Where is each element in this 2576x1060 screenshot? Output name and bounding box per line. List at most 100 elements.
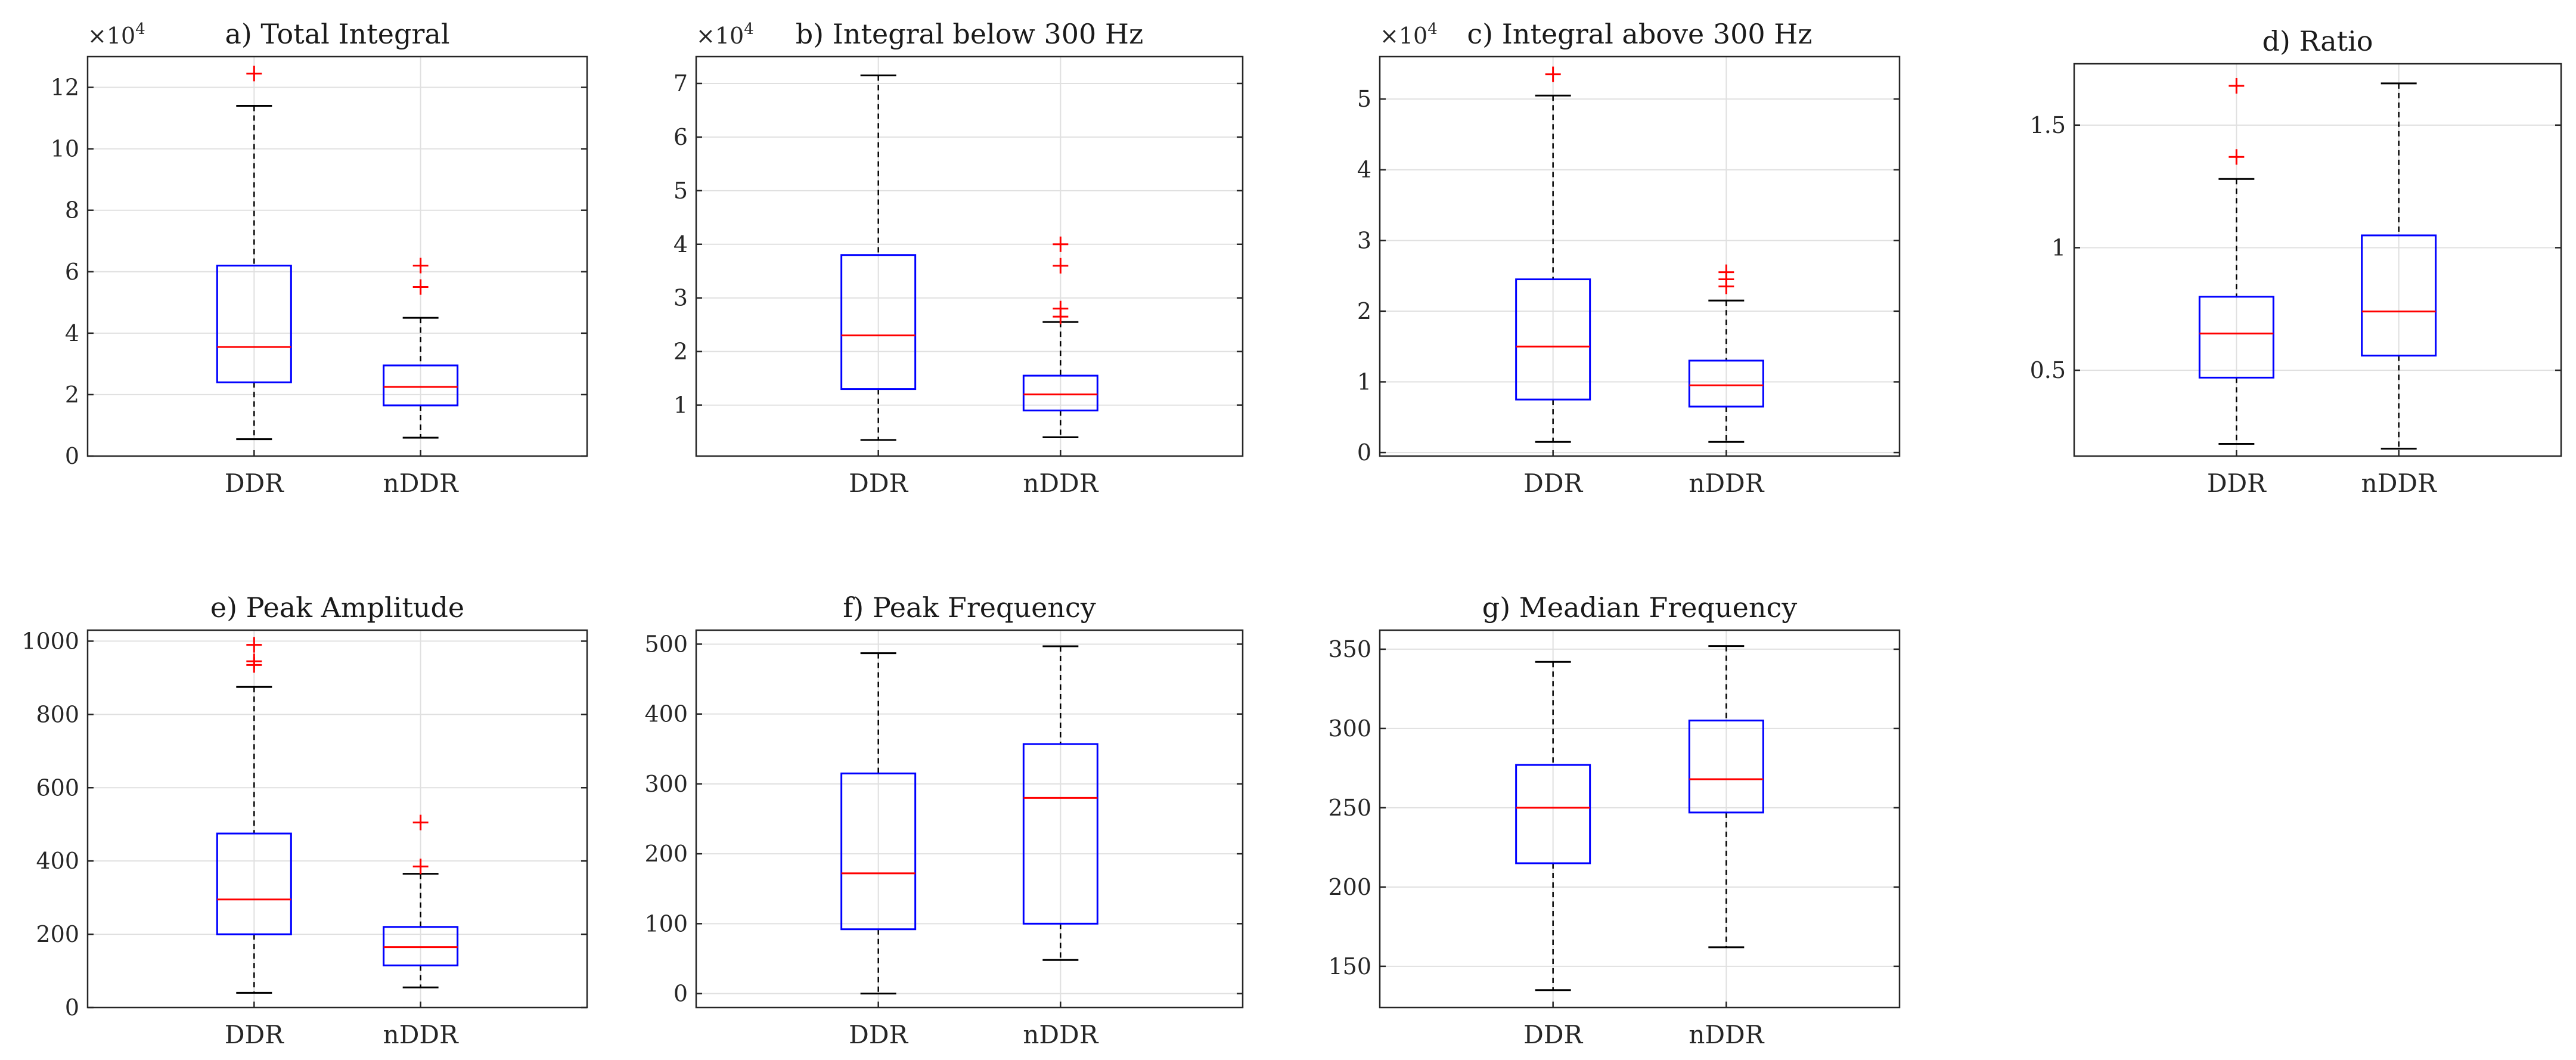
y-tick-label: 0.5: [2030, 357, 2066, 383]
box-iqr: [1515, 278, 1591, 401]
y-tick-label: 5: [1357, 86, 1371, 112]
y-tick-label: 1.5: [2030, 112, 2066, 138]
axes-frame: [695, 629, 1244, 1009]
axis-exponent-power: 4: [744, 20, 754, 38]
y-tick-label: 200: [36, 921, 79, 947]
axis-exponent-label: ×104: [1380, 20, 1438, 49]
outlier-marker: [1545, 66, 1561, 82]
y-tick-label: 0: [65, 994, 79, 1021]
y-tick-label: 2: [65, 382, 79, 408]
outlier-marker: [412, 258, 429, 274]
x-tick-label-nddr: nDDR: [1689, 469, 1764, 498]
x-tick-label-nddr: nDDR: [383, 1020, 459, 1049]
outlier-marker: [1053, 258, 1069, 274]
y-tick-label: 4: [1357, 157, 1371, 183]
y-tick-label: 0: [1357, 439, 1371, 466]
plot-area: [88, 57, 587, 456]
x-tick-label-ddr: DDR: [1523, 469, 1583, 498]
x-tick-label-ddr: DDR: [1523, 1020, 1583, 1049]
box-iqr: [383, 926, 459, 966]
x-tick-label-ddr: DDR: [2207, 469, 2267, 498]
outlier-marker: [246, 66, 262, 82]
y-tick-label: 2: [1357, 298, 1371, 324]
outlier-marker: [1718, 264, 1734, 280]
x-tick-label-ddr: DDR: [225, 469, 284, 498]
y-tick-label: 2: [674, 339, 688, 365]
y-tick-label: 8: [65, 197, 79, 224]
box-iqr: [1022, 374, 1098, 412]
outlier-marker: [412, 814, 429, 830]
box-iqr: [840, 254, 917, 390]
y-tick-label: 350: [1328, 636, 1371, 662]
x-tick-label-ddr: DDR: [225, 1020, 284, 1049]
axis-exponent-power: 4: [135, 20, 145, 38]
chart-title: e) Peak Amplitude: [210, 591, 464, 624]
outlier-marker: [246, 653, 262, 670]
y-tick-label: 400: [36, 848, 79, 874]
outlier-marker: [412, 279, 429, 295]
y-tick-label: 5: [674, 178, 688, 204]
x-tick-label-nddr: nDDR: [383, 469, 459, 498]
y-tick-label: 1: [1357, 368, 1371, 395]
box-iqr: [1515, 764, 1591, 864]
axes-frame: [695, 55, 1244, 457]
y-tick-label: 300: [644, 771, 688, 797]
y-tick-label: 12: [51, 75, 79, 101]
box-iqr: [383, 364, 459, 407]
y-tick-label: 1: [674, 392, 688, 419]
y-tick-label: 200: [644, 841, 688, 867]
y-tick-label: 1000: [21, 628, 79, 654]
y-tick-label: 0: [65, 443, 79, 469]
plot-area: [1380, 57, 1900, 456]
plot-area: [2074, 64, 2561, 456]
y-tick-label: 500: [644, 631, 688, 657]
box-iqr: [840, 772, 917, 931]
axis-exponent-label: ×104: [88, 20, 145, 49]
outlier-marker: [246, 637, 262, 653]
x-tick-label-nddr: nDDR: [1689, 1020, 1764, 1049]
y-tick-label: 3: [1357, 227, 1371, 253]
y-tick-label: 250: [1328, 795, 1371, 821]
chart-title: f) Peak Frequency: [843, 591, 1095, 624]
x-tick-label-nddr: nDDR: [1023, 1020, 1098, 1049]
y-tick-label: 3: [674, 285, 688, 311]
x-tick-label-nddr: nDDR: [1023, 469, 1098, 498]
y-tick-label: 150: [1328, 953, 1371, 980]
outlier-marker: [2229, 149, 2245, 165]
outlier-marker: [1053, 236, 1069, 252]
y-tick-label: 600: [36, 774, 79, 801]
axes-frame: [86, 55, 588, 457]
plot-area: [1380, 630, 1900, 1008]
box-iqr: [1688, 359, 1764, 408]
y-tick-label: 4: [674, 231, 688, 258]
chart-title: b) Integral below 300 Hz: [796, 18, 1144, 50]
plot-area: [696, 57, 1243, 456]
axes-frame: [1379, 55, 1901, 457]
y-tick-label: 10: [51, 136, 79, 162]
plot-area: [88, 630, 587, 1008]
y-tick-label: 1: [2052, 234, 2066, 261]
x-tick-label-ddr: DDR: [849, 1020, 908, 1049]
y-tick-label: 7: [674, 70, 688, 97]
chart-title: d) Ratio: [2262, 25, 2373, 57]
y-tick-label: 6: [674, 124, 688, 150]
chart-title: g) Meadian Frequency: [1482, 591, 1797, 624]
axis-exponent-label: ×104: [696, 20, 754, 49]
outlier-marker: [1053, 300, 1069, 317]
axes-frame: [1379, 629, 1901, 1009]
axes-frame: [2073, 63, 2562, 457]
y-tick-label: 100: [644, 910, 688, 937]
chart-title: c) Integral above 300 Hz: [1467, 18, 1812, 50]
y-tick-label: 400: [644, 701, 688, 727]
box-iqr: [216, 264, 292, 383]
y-tick-label: 4: [65, 320, 79, 346]
y-tick-label: 800: [36, 701, 79, 727]
outlier-marker: [2229, 78, 2245, 94]
x-tick-label-nddr: nDDR: [2361, 469, 2437, 498]
axis-exponent-base: ×10: [1380, 23, 1427, 49]
axes-frame: [86, 629, 588, 1009]
box-iqr: [2198, 296, 2274, 379]
box-iqr: [1022, 743, 1098, 925]
axis-exponent-base: ×10: [88, 23, 135, 49]
